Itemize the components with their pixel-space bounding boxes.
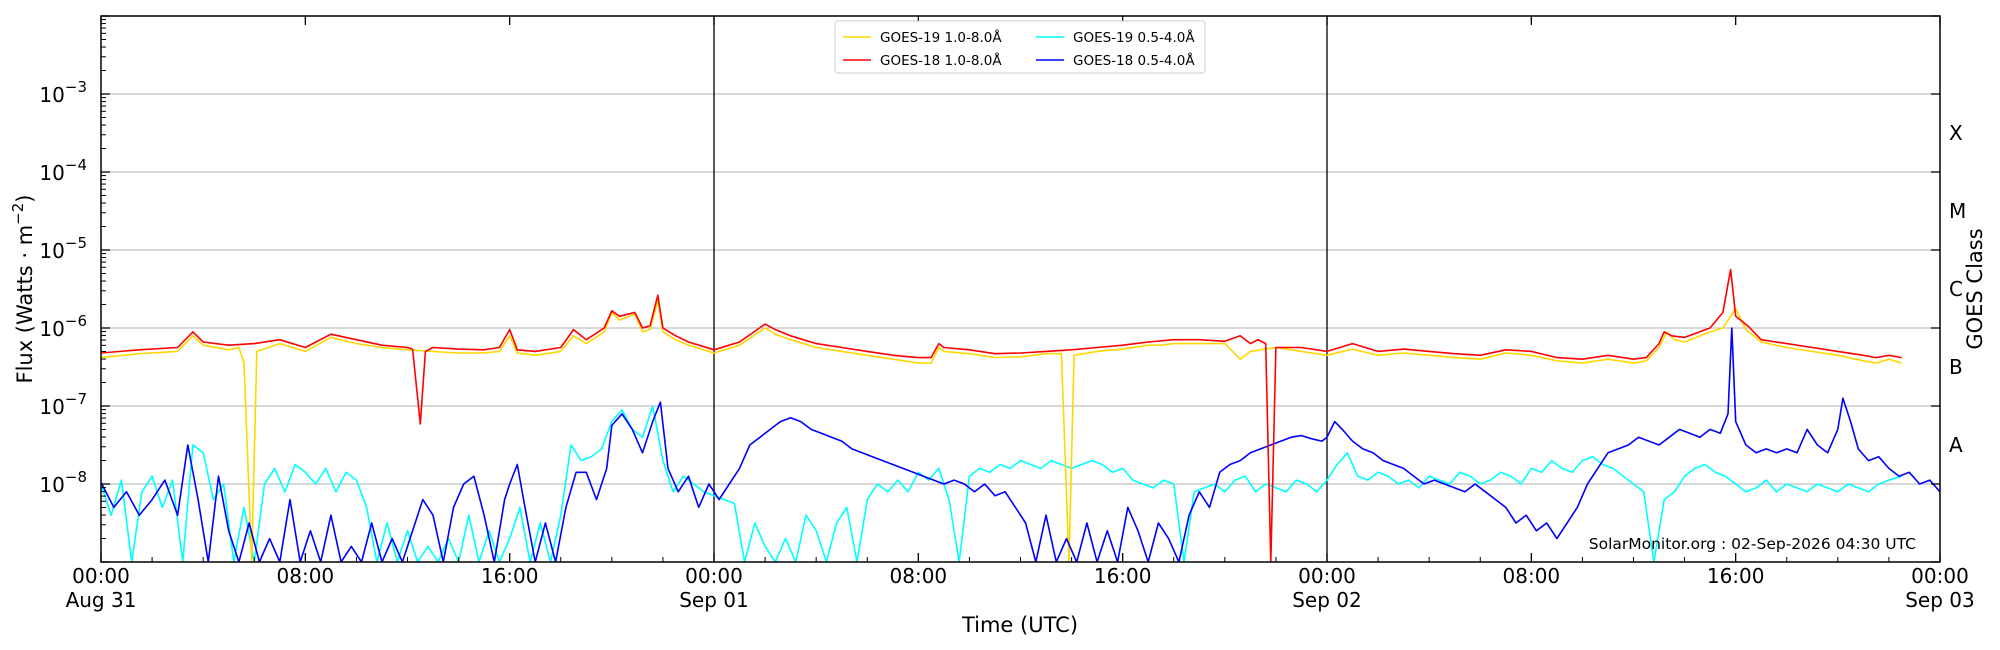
day-markers: [713, 16, 1328, 562]
series-goes19-long: [101, 299, 1902, 562]
x-tick-time-label: 00:00: [685, 564, 743, 588]
series-goes19-short: [101, 405, 1902, 562]
x-tick-time-label: 08:00: [1503, 564, 1561, 588]
x-tick-time-label: 16:00: [481, 564, 539, 588]
series-goes18-long: [101, 268, 1902, 562]
y-tick-label: 10−8: [39, 468, 87, 497]
x-tick-date-label: Sep 03: [1905, 588, 1975, 612]
gridlines: [101, 93, 1940, 485]
goes-class-axis-title: GOES Class: [1963, 228, 1987, 349]
legend-label-goes18-long: GOES-18 1.0-8.0Å: [880, 52, 1002, 69]
goes-class-m: M: [1949, 199, 1966, 223]
goes-class-labels: A B C M X: [1949, 121, 1966, 457]
goes-class-x: X: [1949, 121, 1963, 145]
x-tick-date-label: Sep 01: [679, 588, 749, 612]
series-goes18-short: [101, 327, 1940, 562]
y-tick-label: 10−3: [39, 78, 87, 107]
y-axis-title: Flux (Watts · m−2): [9, 194, 37, 383]
x-tick-time-label: 16:00: [1707, 564, 1765, 588]
x-tick-time-label: 16:00: [1094, 564, 1152, 588]
goes-class-c: C: [1949, 277, 1963, 301]
legend-box: [834, 20, 1206, 74]
x-tick-time-label: 00:00: [72, 564, 130, 588]
x-tick-date-label: Aug 31: [66, 588, 137, 612]
y-tick-label: 10−7: [39, 390, 87, 419]
y-tick-label: 10−4: [39, 156, 87, 185]
x-axis-title: Time (UTC): [961, 613, 1078, 637]
goes-class-b: B: [1949, 355, 1963, 379]
x-tick-time-label: 00:00: [1298, 564, 1356, 588]
legend-label-goes19-short: GOES-19 0.5-4.0Å: [1073, 29, 1195, 46]
legend: GOES-19 1.0-8.0Å GOES-18 1.0-8.0Å GOES-1…: [834, 20, 1206, 74]
credit-text: SolarMonitor.org : 02-Sep-2026 04:30 UTC: [1589, 535, 1916, 553]
x-tick-time-label: 00:00: [1911, 564, 1969, 588]
legend-label-goes18-short: GOES-18 0.5-4.0Å: [1073, 52, 1195, 69]
x-tick-time-label: 08:00: [890, 564, 948, 588]
goes-class-a: A: [1949, 433, 1963, 457]
x-tick-time-label: 08:00: [277, 564, 335, 588]
axis-ticks: [100, 15, 1941, 563]
legend-label-goes19-long: GOES-19 1.0-8.0Å: [880, 29, 1002, 46]
data-series: [101, 268, 1940, 562]
y-tick-label: 10−6: [39, 312, 87, 341]
x-tick-date-label: Sep 02: [1292, 588, 1362, 612]
y-tick-label: 10−5: [39, 234, 87, 263]
y-tick-labels: 10−8 10−7 10−6 10−5 10−4 10−3: [39, 78, 87, 497]
